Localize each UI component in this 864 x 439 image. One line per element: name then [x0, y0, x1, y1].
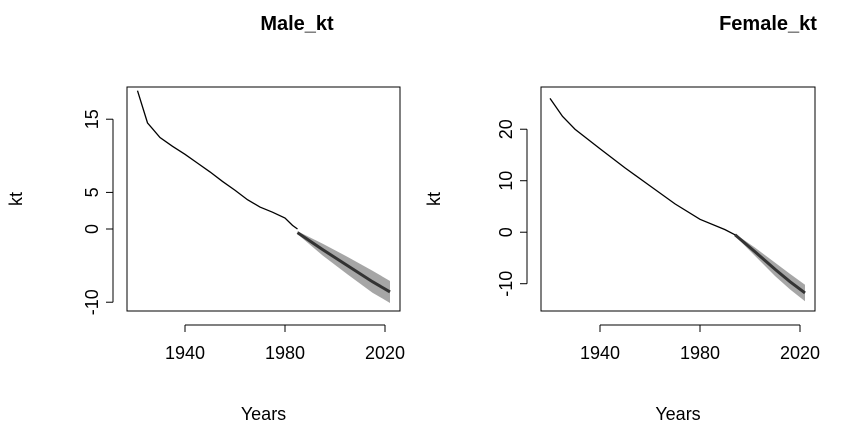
history-line [136, 90, 298, 230]
y-tick-label: 10 [496, 171, 516, 191]
y-tick-label: 5 [82, 187, 102, 197]
y-tick-label: 15 [82, 109, 102, 129]
y-tick-label: 0 [82, 224, 102, 234]
chart-title: Male_kt [260, 13, 334, 35]
y-tick-label: 20 [496, 119, 516, 139]
history-line [549, 97, 736, 236]
x-tick-label: 1940 [580, 343, 620, 363]
y-tick-label: 0 [496, 227, 516, 237]
y-axis-label: kt [6, 192, 26, 206]
x-tick-label: 1980 [265, 343, 305, 363]
forecast-line [734, 233, 806, 295]
x-tick-label: 2020 [365, 343, 405, 363]
y-tick-label: -10 [496, 271, 516, 297]
x-axis-label: Years [655, 404, 700, 424]
x-tick-label: 1940 [165, 343, 205, 363]
plot-box [540, 86, 816, 312]
x-tick-label: 1980 [680, 343, 720, 363]
y-tick-label: -10 [82, 289, 102, 315]
x-tick-label: 2020 [780, 343, 820, 363]
plot-box [126, 86, 401, 312]
chart-title: Female_kt [719, 13, 817, 35]
x-axis-label: Years [241, 404, 286, 424]
y-axis-label: kt [424, 192, 444, 206]
forecast-line [296, 231, 391, 294]
